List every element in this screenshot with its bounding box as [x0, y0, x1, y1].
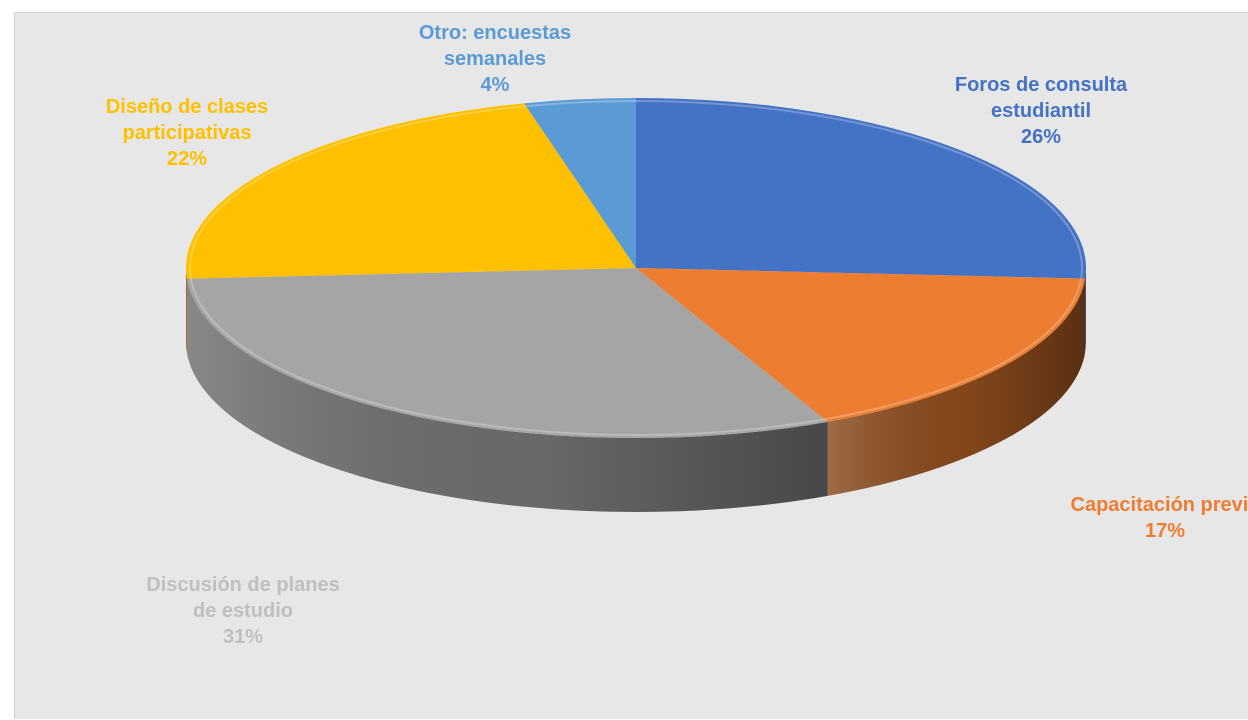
data-label-name-3: de estudio [193, 600, 293, 622]
pie-side-shade-2 [827, 278, 1086, 496]
pie-slice-5[interactable] [524, 98, 636, 268]
pie-slice-3[interactable] [186, 268, 828, 438]
data-label-name-3: Discusión de planes [146, 574, 339, 596]
pie-slice-2[interactable] [636, 268, 1086, 422]
data-label-name-4: Diseño de clases [106, 96, 268, 118]
pie-rim-highlight [189, 100, 1083, 436]
data-label-value-5: 4% [481, 74, 510, 96]
data-label-value-2: 17% [1145, 520, 1185, 542]
pie-top-faces [185, 97, 1087, 438]
data-label-value-3: 31% [223, 626, 263, 648]
pie-side-shade-3 [186, 278, 828, 512]
data-label-name-1: estudiantil [991, 100, 1091, 122]
pie-slice-4[interactable] [185, 103, 636, 279]
data-label-name-4: participativas [123, 122, 252, 144]
pie-side-shade-4 [186, 268, 187, 353]
data-label-name-1: Foros de consulta [955, 74, 1128, 96]
data-label-name-5: semanales [444, 48, 546, 70]
pie-side-walls [186, 268, 1086, 512]
pie-side-shade-1 [1085, 268, 1086, 353]
data-label-name-5: Otro: encuestas [419, 22, 571, 44]
pie-slice-1[interactable] [636, 97, 1087, 279]
data-label-value-1: 26% [1021, 126, 1061, 148]
data-label-value-4: 22% [167, 148, 207, 170]
data-labels: Foros de consulta estudiantil 26% Capacitac… [106, 22, 1248, 648]
data-label-name-2: Capacitación previa [1071, 494, 1248, 516]
pie-chart: Foros de consulta estudiantil 26% Capacitac… [106, 22, 1248, 648]
chart-area: Foros de consulta estudiantil 26% Capacitac… [14, 12, 1248, 719]
